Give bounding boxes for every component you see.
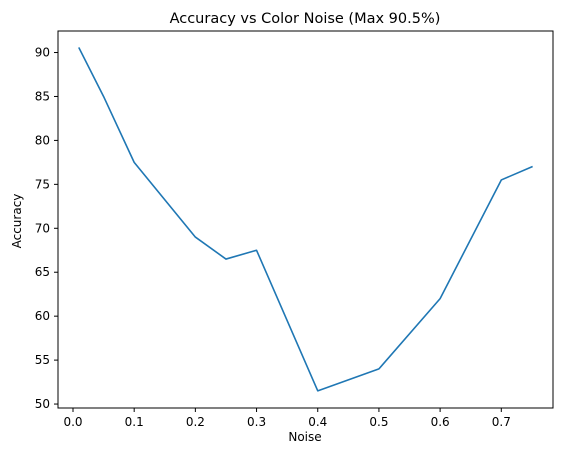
y-tick-label: 80 (35, 133, 50, 147)
series-line (78, 47, 533, 392)
y-tick-label: 55 (35, 353, 50, 367)
x-tick-label: 0.7 (492, 415, 511, 429)
data-point (256, 249, 258, 251)
y-tick-label: 90 (35, 46, 50, 60)
data-point (500, 179, 502, 181)
y-tick-label: 70 (35, 221, 50, 235)
x-tick-label: 0.4 (308, 415, 327, 429)
chart-title: Accuracy vs Color Noise (Max 90.5%) (170, 11, 441, 27)
x-tick-label: 0.0 (63, 415, 82, 429)
x-tick-label: 0.3 (247, 415, 266, 429)
x-axis-label: Noise (288, 430, 321, 444)
y-tick-label: 60 (35, 309, 50, 323)
data-point (317, 390, 319, 392)
x-tick-label: 0.1 (125, 415, 144, 429)
data-point (531, 166, 533, 168)
data-point (103, 96, 105, 98)
data-point (78, 47, 80, 49)
data-point (225, 258, 227, 260)
y-tick-label: 65 (35, 265, 50, 279)
y-tick-label: 50 (35, 397, 50, 411)
y-tick-label: 85 (35, 89, 50, 103)
axes-frame (57, 30, 554, 409)
x-tick-label: 0.5 (369, 415, 388, 429)
y-tick-label: 75 (35, 177, 50, 191)
data-point (195, 236, 197, 238)
data-point (133, 162, 135, 164)
x-tick-label: 0.2 (186, 415, 205, 429)
y-axis-label: Accuracy (10, 194, 24, 249)
data-point (439, 298, 441, 300)
x-tick-label: 0.6 (431, 415, 450, 429)
plot-area: 0.0 0.1 0.2 0.3 0.4 0.5 0.6 0.7 50 55 60 65 70 75 80 85… (35, 30, 554, 429)
data-point (378, 368, 380, 370)
